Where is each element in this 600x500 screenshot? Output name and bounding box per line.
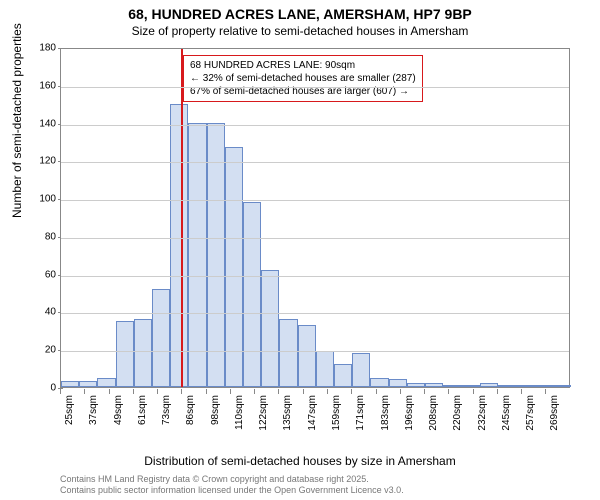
annotation-line: 68 HUNDRED ACRES LANE: 90sqm <box>190 59 416 72</box>
annotation-line: ← 32% of semi-detached houses are smalle… <box>190 72 416 85</box>
annotation-box: 68 HUNDRED ACRES LANE: 90sqm ← 32% of se… <box>183 55 423 102</box>
bar <box>443 385 461 387</box>
y-axis-label: Number of semi-detached properties <box>10 23 24 218</box>
bar <box>516 385 534 387</box>
bar <box>243 202 261 387</box>
bar <box>552 385 570 387</box>
bar <box>407 383 425 387</box>
bar <box>97 378 115 387</box>
y-tick-label: 160 <box>32 80 56 91</box>
titles: 68, HUNDRED ACRES LANE, AMERSHAM, HP7 9B… <box>0 0 600 38</box>
bar <box>261 270 279 387</box>
x-tick-label: 269sqm <box>549 395 600 445</box>
y-tick-label: 140 <box>32 118 56 129</box>
y-tick-label: 100 <box>32 194 56 205</box>
bar <box>480 383 498 387</box>
chart-container: 68, HUNDRED ACRES LANE, AMERSHAM, HP7 9B… <box>0 0 600 500</box>
x-axis-label: Distribution of semi-detached houses by … <box>0 454 600 468</box>
footer-line: Contains public sector information licen… <box>60 485 404 496</box>
plot-area: 68 HUNDRED ACRES LANE: 90sqm ← 32% of se… <box>60 48 570 388</box>
bar <box>79 381 97 387</box>
bar <box>534 385 552 387</box>
y-tick-label: 40 <box>32 307 56 318</box>
bar <box>279 319 297 387</box>
y-tick-label: 0 <box>32 383 56 394</box>
y-tick-label: 60 <box>32 269 56 280</box>
footer-line: Contains HM Land Registry data © Crown c… <box>60 474 404 485</box>
bar <box>370 378 388 387</box>
y-tick-label: 20 <box>32 345 56 356</box>
footer: Contains HM Land Registry data © Crown c… <box>60 474 404 497</box>
bar <box>134 319 152 387</box>
title-main: 68, HUNDRED ACRES LANE, AMERSHAM, HP7 9B… <box>0 6 600 22</box>
bar <box>334 364 352 387</box>
y-tick-label: 120 <box>32 156 56 167</box>
bar <box>461 385 479 387</box>
bar <box>61 381 79 387</box>
y-tick-label: 180 <box>32 43 56 54</box>
bar <box>352 353 370 387</box>
bar <box>498 385 516 387</box>
bar <box>116 321 134 387</box>
bar <box>389 379 407 387</box>
y-ticks: 020406080100120140160180 <box>30 48 58 388</box>
x-ticks: 25sqm37sqm49sqm61sqm73sqm86sqm98sqm110sq… <box>60 389 570 449</box>
bar <box>170 104 188 387</box>
bar <box>152 289 170 387</box>
bar <box>316 351 334 387</box>
title-sub: Size of property relative to semi-detach… <box>0 24 600 38</box>
bar <box>425 383 443 387</box>
y-tick-label: 80 <box>32 231 56 242</box>
bar <box>298 325 316 387</box>
